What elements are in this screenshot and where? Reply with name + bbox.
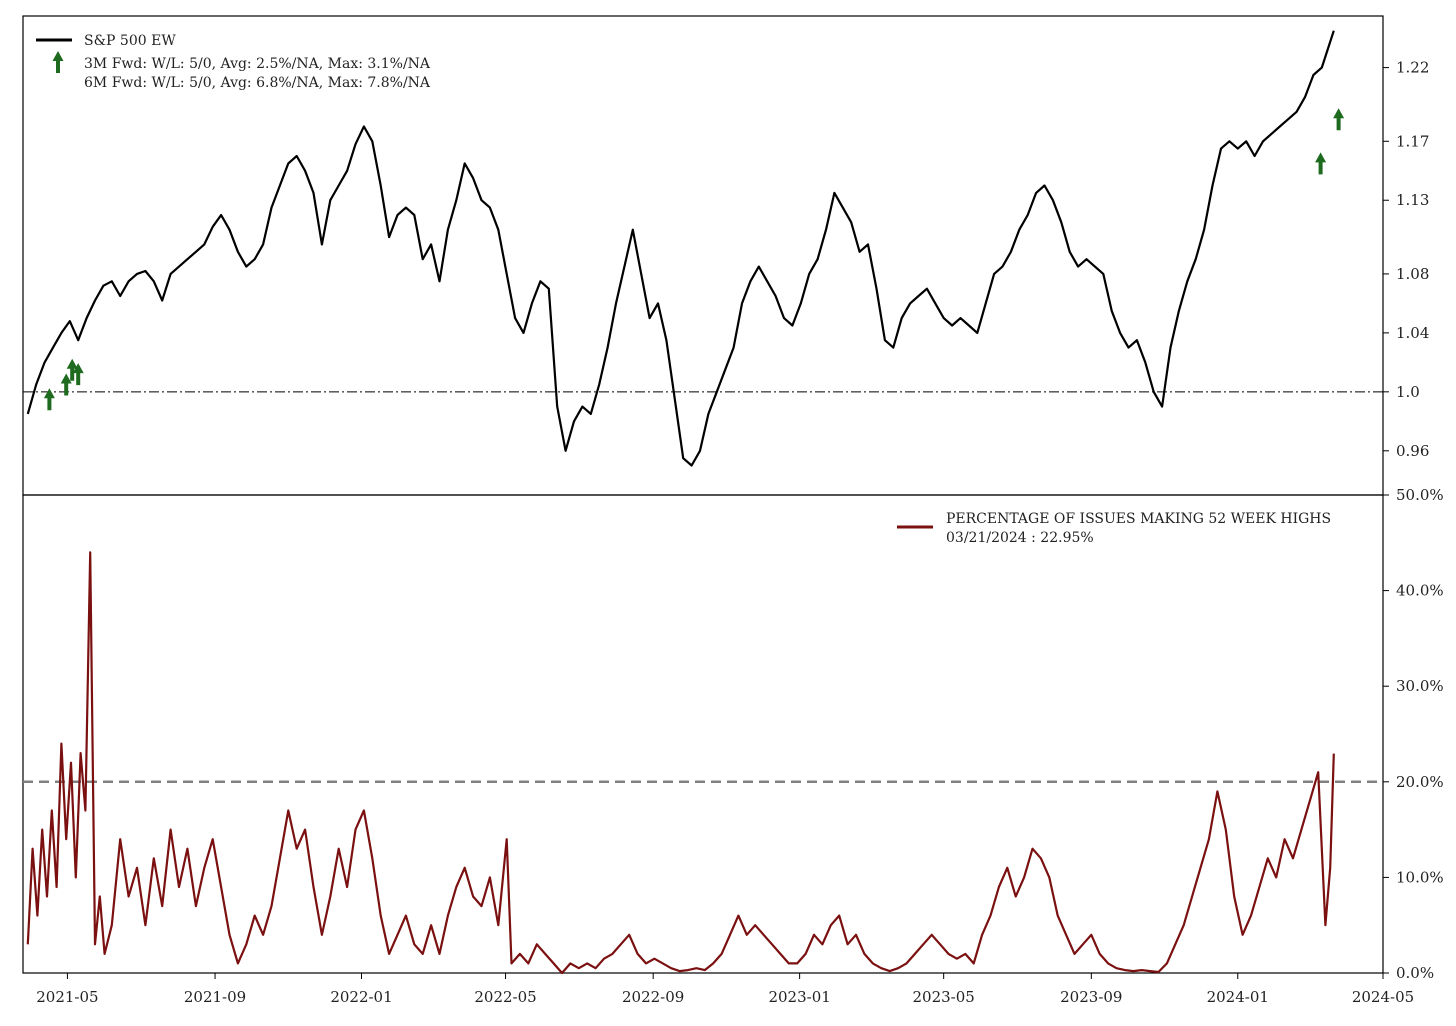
y-tick-label: 1.13 [1396,191,1429,209]
legend-line-3m: 3M Fwd: W/L: 5/0, Avg: 2.5%/NA, Max: 3.1… [84,56,431,72]
x-tick-label: 2023-01 [768,988,830,1006]
x-tick-label: 2022-05 [474,988,536,1006]
x-tick-label: 2021-09 [184,988,246,1006]
top-y-axis: 0.96 1.0 1.04 1.08 1.13 1.17 1.22 [1383,59,1429,460]
sp500-ew-series [26,30,1335,467]
legend-label-new-highs: PERCENTAGE OF ISSUES MAKING 52 WEEK HIGH… [946,511,1331,527]
y-tick-label: 1.0 [1396,383,1420,401]
signal-markers [43,108,1345,411]
x-tick-label: 2022-01 [330,988,392,1006]
y-tick-label: 40.0% [1396,582,1444,600]
y-tick-label: 30.0% [1396,677,1444,695]
x-tick-label: 2023-05 [912,988,974,1006]
sp500-ew-panel: 0.96 1.0 1.04 1.08 1.13 1.17 1.22 S&P 500 EW 3… [22,15,1429,496]
series-line-1-0 [26,551,1335,975]
bottom-legend: PERCENTAGE OF ISSUES MAKING 52 WEEK HIGH… [897,511,1331,546]
legend-latest-value: 03/21/2024 : 22.95% [946,530,1094,546]
legend-arrow-icon [52,51,64,73]
x-axis: 2021-05 2021-09 2022-01 2022-05 2022-09 2023-… [36,973,1414,1006]
x-tick-label: 2021-05 [36,988,98,1006]
y-tick-label: 0.96 [1396,442,1429,460]
new-highs-panel: 0.0%10.0%20.0%30.0%40.0%50.0% 2021-05 202… [22,486,1444,1006]
up-arrow-icon [60,373,72,396]
x-tick-label: 2024-01 [1207,988,1269,1006]
bottom-y-axis: 0.0% 10.0% 20.0% 30.0% 40.0% 50.0% [1383,486,1444,982]
up-arrow-icon [1333,108,1345,131]
y-tick-label: 10.0% [1396,868,1444,886]
y-tick-label: 20.0% [1396,773,1444,791]
y-tick-label: 1.04 [1396,324,1429,342]
bottom-panel-frame [22,494,1384,974]
up-arrow-icon [43,388,55,411]
y-tick-label: 1.08 [1396,265,1429,283]
up-arrow-icon [1315,152,1327,175]
x-tick-label: 2024-05 [1352,988,1414,1006]
up-arrow-icon [72,363,84,386]
new-highs-series [26,551,1335,975]
y-tick-label: 1.17 [1396,132,1429,150]
up-arrow-icon [66,358,78,381]
series-line-0-0 [26,30,1335,467]
legend-line-6m: 6M Fwd: W/L: 5/0, Avg: 6.8%/NA, Max: 7.8… [84,75,431,91]
x-tick-label: 2023-09 [1060,988,1122,1006]
y-tick-label: 50.0% [1396,486,1444,504]
top-legend: S&P 500 EW 3M Fwd: W/L: 5/0, Avg: 2.5%/N… [36,33,431,91]
x-tick-label: 2022-09 [622,988,684,1006]
y-tick-label: 1.22 [1396,59,1429,77]
y-tick-label: 0.0% [1396,964,1434,982]
legend-label-sp500-ew: S&P 500 EW [84,33,176,49]
